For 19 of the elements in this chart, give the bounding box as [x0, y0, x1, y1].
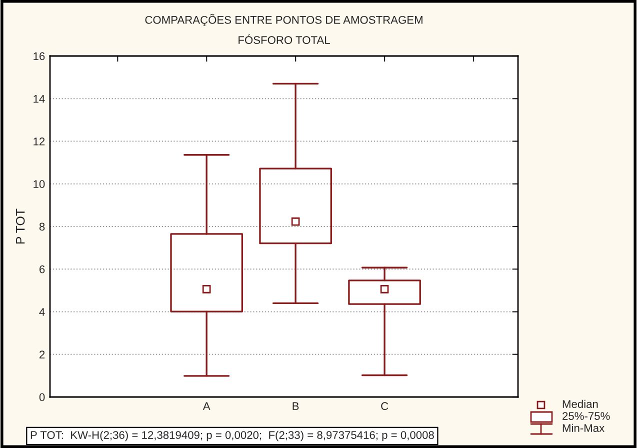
y-tick-label: 12: [34, 138, 45, 146]
y-axis-title: P TOT: [16, 208, 25, 244]
x-tick-label: B: [292, 402, 299, 410]
y-tick-label: 14: [34, 95, 45, 103]
y-tick-label: 16: [34, 52, 45, 60]
y-tick-label: 6: [40, 265, 45, 274]
y-tick-label: 8: [39, 222, 45, 231]
text: 25%-75%: [562, 412, 610, 420]
chart-subtitle: FÓSFORO TOTAL: [238, 34, 330, 44]
chart-title: COMPARAÇÕES ENTRE PONTOS DE AMOSTRAGEM: [145, 14, 422, 26]
text: Median: [562, 400, 598, 408]
y-tick-label: 10: [34, 180, 45, 188]
x-tick-label: A: [202, 402, 210, 410]
x-tick-label: C: [381, 402, 388, 410]
text: Min-Max: [562, 424, 604, 432]
y-tick-label: 2: [40, 350, 45, 358]
text: P TOT: KW-H(2;36) = 12,3819409; p = 0,0020; F(2;33) = 8,97375416; p = 0,0008: [30, 430, 434, 442]
y-tick-label: 4: [39, 308, 45, 316]
y-tick-label: 0: [39, 393, 45, 402]
